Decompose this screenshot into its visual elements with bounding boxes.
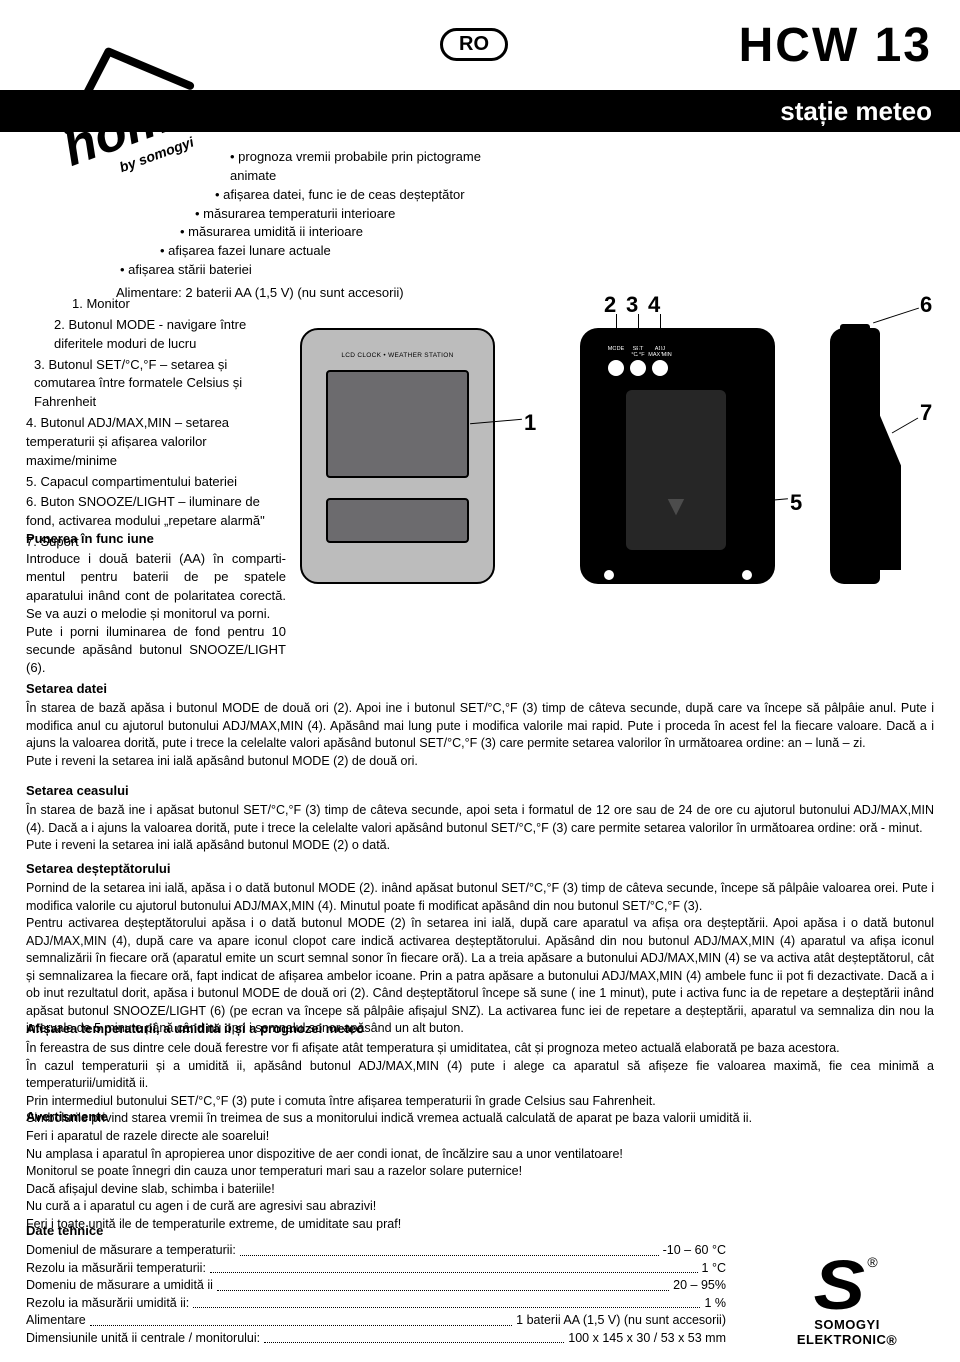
lcd-screen [326, 370, 469, 478]
registered-icon: ® [886, 1332, 897, 1348]
spec-label: Domeniul de măsurare a temperaturii: [26, 1242, 236, 1260]
legend-item: 3. Butonul SET/°C,°F – setarea și comuta… [34, 356, 286, 413]
section-body: În starea de bază ine i apăsat butonul S… [26, 802, 934, 855]
spec-row: Rezolu ia măsurării temperaturii: 1 °C [26, 1260, 726, 1278]
clock-section: Setarea ceasului În starea de bază ine i… [26, 782, 934, 855]
warning-line: Nu amplasa i aparatul în apropierea unor… [26, 1146, 934, 1164]
spec-value: 1 % [704, 1295, 726, 1313]
feature-item: • prognoza vremii probabile prin pictogr… [230, 148, 500, 186]
spec-row: Dimensiunile unită ii centrale / monitor… [26, 1330, 726, 1348]
spec-dots [210, 1260, 698, 1274]
spec-row: Domeniul de măsurare a temperaturii: -10… [26, 1242, 726, 1260]
callout-4: 4 [648, 292, 660, 318]
feature-item: • afișarea fazei lunare actuale [160, 242, 500, 261]
callout-line [892, 418, 918, 434]
callout-line [660, 314, 661, 359]
section-title: Avertismente [26, 1108, 934, 1126]
product-subtitle: stație meteo [780, 96, 932, 127]
legend-item: 4. Butonul ADJ/MAX,MIN – setarea tempera… [26, 414, 286, 471]
spec-label: Alimentare [26, 1312, 86, 1330]
section-body: Pornind de la setarea ini ială, apăsa i … [26, 880, 934, 1038]
battery-door [626, 390, 726, 550]
mounting-hole [740, 568, 754, 582]
brand-s-icon: S [814, 1254, 865, 1317]
spec-row: Domeniu de măsurare a umidită ii 20 – 95… [26, 1277, 726, 1295]
warning-line: Nu cură a i aparatul cu agen i de cură a… [26, 1198, 934, 1216]
alarm-section: Setarea deșteptătorului Pornind de la se… [26, 860, 934, 1038]
model-number: HCW 13 [739, 18, 932, 73]
set-button-hole [630, 360, 646, 376]
spec-dots [90, 1312, 512, 1326]
warning-line: Dacă afișajul devine slab, schimba i bat… [26, 1181, 934, 1199]
section-body: Introduce i două baterii (AA) în compart… [26, 550, 286, 677]
spec-value: -10 – 60 °C [663, 1242, 726, 1260]
feature-item: • afișarea datei, func ie de ceas deștep… [215, 186, 500, 205]
lcd-screen-secondary [326, 498, 469, 543]
language-badge: RO [440, 28, 508, 61]
legend-item: 5. Capacul compartimentului bateriei [26, 473, 286, 492]
spec-value: 20 – 95% [673, 1277, 726, 1295]
specs-section: Date tehnice Domeniul de măsurare a temp… [26, 1222, 726, 1347]
section-body: În starea de bază apăsa i butonul MODE d… [26, 700, 934, 770]
spec-dots [240, 1242, 659, 1256]
spec-dots [193, 1295, 700, 1309]
callout-3: 3 [626, 292, 638, 318]
feature-item: • măsurarea temperaturii interioare [195, 205, 500, 224]
callout-1: 1 [524, 410, 536, 436]
callout-2: 2 [604, 292, 616, 318]
device-diagram: LCD CLOCK • WEATHER STATION MODE SET °C/… [300, 300, 940, 590]
registered-icon: ® [867, 1254, 877, 1270]
warning-line: Feri i aparatul de razele directe ale so… [26, 1128, 934, 1146]
feature-item: • măsurarea umidită ii interioare [180, 223, 500, 242]
legend-item: 1. Monitor [72, 295, 286, 314]
feature-item: • afișarea stării bateriei [120, 261, 500, 280]
section-title: Setarea ceasului [26, 782, 934, 800]
spec-label: Domeniu de măsurare a umidită ii [26, 1277, 213, 1295]
warnings-section: Avertismente Feri i aparatul de razele d… [26, 1108, 934, 1233]
spec-dots [217, 1277, 669, 1291]
startup-section: Punerea în func iune Introduce i două ba… [26, 530, 286, 678]
arrow-down-icon: ▼ [656, 490, 696, 520]
parts-legend: 1. Monitor 2. Butonul MODE - navigare în… [26, 295, 286, 554]
mode-button-hole [608, 360, 624, 376]
spec-label: Rezolu ia măsurării umidită ii: [26, 1295, 189, 1313]
section-title: Punerea în func iune [26, 530, 286, 548]
spec-row: Alimentare 1 baterii AA (1,5 V) (nu sunt… [26, 1312, 726, 1330]
section-title: Setarea deșteptătorului [26, 860, 934, 878]
date-section: Setarea datei În starea de bază apăsa i … [26, 680, 934, 770]
callout-5: 5 [790, 490, 802, 516]
spec-label: Dimensiunile unită ii centrale / monitor… [26, 1330, 260, 1348]
callout-6: 6 [920, 292, 932, 318]
section-title: Date tehnice [26, 1222, 726, 1240]
legend-item: 6. Buton SNOOZE/LIGHT – iluminare de fon… [26, 493, 286, 531]
warning-line: Monitorul se poate înnegri din cauza uno… [26, 1163, 934, 1181]
lcd-header-text: LCD CLOCK • WEATHER STATION [300, 352, 495, 359]
legend-item: 2. Butonul MODE - navigare între diferit… [54, 316, 286, 354]
callout-line [873, 308, 919, 324]
callout-line [638, 314, 639, 359]
adj-button-hole [652, 360, 668, 376]
section-title: Setarea datei [26, 680, 934, 698]
spec-label: Rezolu ia măsurării temperaturii: [26, 1260, 206, 1278]
callout-line [616, 314, 617, 359]
section-title: Afișarea temperaturii, a umidită ii și a… [26, 1020, 934, 1038]
spec-value: 1 baterii AA (1,5 V) (nu sunt accesorii) [516, 1312, 726, 1330]
mounting-hole [602, 568, 616, 582]
spec-value: 100 x 145 x 30 / 53 x 53 mm [568, 1330, 726, 1348]
spec-value: 1 °C [702, 1260, 726, 1278]
brand-footer: S ® SOMOGYI ELEKTRONIC® [762, 1254, 932, 1348]
home-logo: home by somogyi [24, 8, 234, 208]
spec-row: Rezolu ia măsurării umidită ii: 1 % [26, 1295, 726, 1313]
callout-7: 7 [920, 400, 932, 426]
spec-dots [264, 1330, 564, 1344]
